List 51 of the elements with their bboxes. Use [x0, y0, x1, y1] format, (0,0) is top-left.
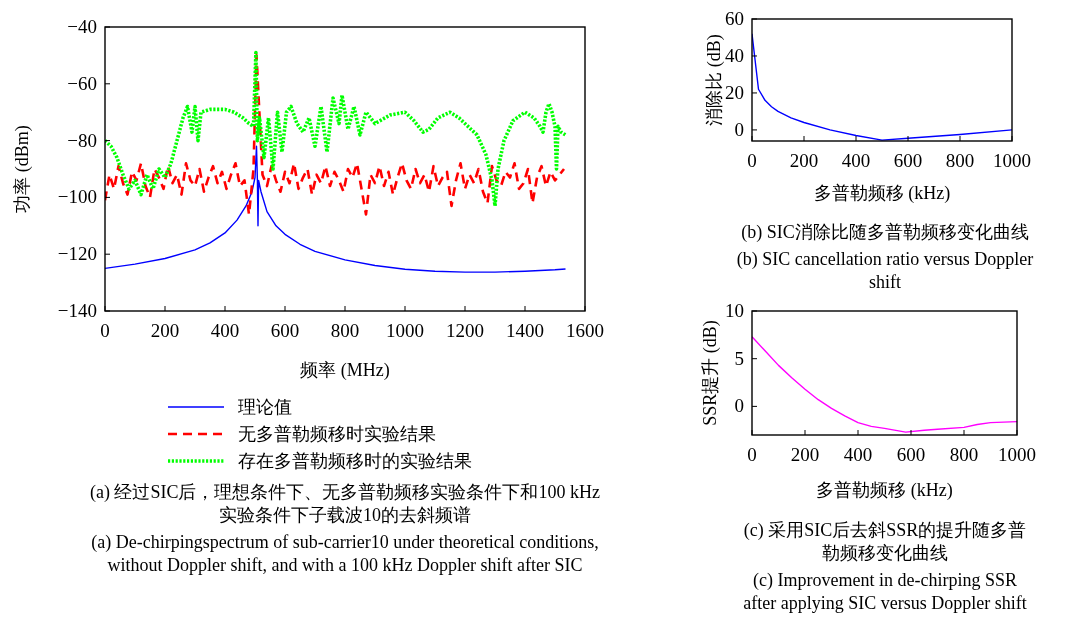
x-tick-label: 400: [843, 444, 873, 465]
y-tick-label: −140: [57, 300, 97, 321]
legend-label: 存在多普勒频移时的实验结果: [238, 451, 472, 471]
y-axis-title: 消除比 (dB): [704, 34, 726, 126]
x-tick-label: 600: [270, 320, 300, 341]
y-tick-label: −80: [67, 129, 97, 151]
y-tick-label: −100: [57, 186, 97, 208]
y-tick-label: 40: [725, 44, 744, 66]
x-tick-label: 1200: [446, 320, 484, 341]
text: (a) 经过SIC后，理想条件下、无多普勒频移实验条件下和100 kHz 实验条件下子载波10的去斜频谱: [90, 482, 600, 525]
text: (c) 采用SIC后去斜SSR的提升随多普勒频移变化曲线: [743, 520, 1027, 563]
x-tick-label: 800: [945, 150, 975, 171]
x-tick-label: 600: [896, 444, 926, 465]
y-tick-label: 10: [725, 300, 744, 321]
y-tick-label: 60: [725, 8, 744, 29]
x-tick-label: 400: [841, 150, 871, 171]
text: (a) De-chirpingspectrum of sub-carrier10 under theoretical conditions, without Doppler shift, and with a 100 kHz Doppler shift after SIC: [91, 532, 599, 575]
x-tick-label: 0: [100, 320, 110, 341]
x-axis-title: 频率 (MHz): [300, 360, 390, 381]
legend-label: 理论值: [238, 397, 292, 417]
y-axis-title: SSR提升 (dB): [700, 320, 722, 426]
y-tick-label: −60: [67, 72, 97, 94]
y-tick-label: −40: [67, 16, 97, 37]
x-tick-label: 1000: [386, 320, 424, 341]
x-tick-label: 800: [949, 444, 979, 465]
line-series: [105, 145, 567, 273]
x-tick-label: 600: [893, 150, 923, 171]
text: (b) SIC消除比随多普勒频移变化曲线: [741, 222, 1029, 243]
x-tick-label: 200: [790, 444, 820, 465]
y-tick-label: 0: [734, 395, 744, 417]
x-tick-label: 200: [789, 150, 819, 171]
x-tick-label: 1000: [998, 444, 1036, 465]
y-axis-title: 功率 (dBm): [12, 125, 34, 213]
x-tick-label: 200: [150, 320, 180, 341]
legend-label: 无多普勒频移时实验结果: [238, 424, 436, 444]
x-tick-label: 0: [747, 150, 757, 171]
x-tick-label: 0: [747, 444, 757, 465]
line-series: [752, 336, 1017, 433]
x-axis-title: 多普勒频移 (kHz): [816, 480, 953, 501]
x-tick-label: 1400: [506, 320, 544, 341]
x-tick-label: 1000: [993, 150, 1031, 171]
x-tick-label: 1600: [566, 320, 604, 341]
y-tick-label: −120: [57, 243, 97, 265]
x-tick-label: 800: [330, 320, 360, 341]
y-tick-label: 20: [725, 81, 744, 103]
text: (b) SIC cancellation ratio versus Doppler shift: [736, 249, 1034, 292]
text: (c) Improvement in de-chirping SSR after applying SIC versus Doppler shift: [743, 570, 1027, 613]
y-tick-label: 5: [734, 347, 744, 369]
y-tick-label: 0: [734, 118, 744, 140]
x-axis-title: 多普勒频移 (kHz): [813, 183, 951, 204]
x-tick-label: 400: [210, 320, 240, 341]
